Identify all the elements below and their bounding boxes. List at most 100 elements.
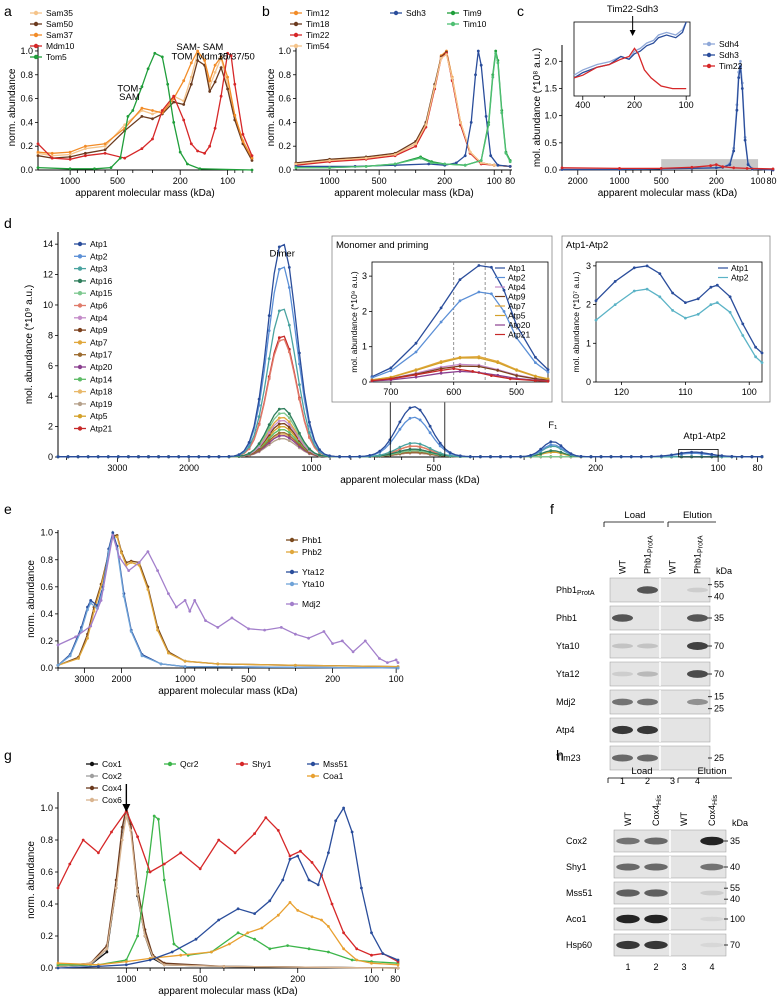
- data-point-Mdj2: [363, 639, 367, 643]
- legend-d-Atp2: Atp2: [74, 251, 108, 261]
- y-tick-label: 0.0: [544, 165, 557, 175]
- legend-g-Cox1: Cox1: [86, 759, 122, 769]
- legend-label: Atp5: [90, 411, 108, 421]
- y-tick-label: 8: [48, 330, 53, 340]
- data-point-Sam50: [226, 87, 230, 91]
- data-point-Sam37: [203, 59, 207, 62]
- y-tick-label: 1.0: [20, 46, 33, 56]
- annotation-TOM: TOM-: [117, 83, 141, 94]
- legend-d-Atp17: Atp17: [74, 350, 112, 360]
- blot-band: [637, 698, 658, 706]
- data-point-Qcr2: [157, 817, 160, 821]
- legend-d-Atp4: Atp4: [74, 313, 108, 323]
- data-point-Tim22: [732, 166, 736, 170]
- data-point-Atp15: [287, 416, 291, 420]
- y-axis-title: mol. abundance (*10⁹ a.u.): [24, 285, 35, 404]
- legend-label: Atp19: [90, 399, 112, 409]
- inset-legend-label: Atp2: [731, 273, 749, 283]
- inset-point-Atp2: [645, 287, 649, 291]
- data-point-Shy1: [342, 931, 345, 935]
- data-point-Atp1: [267, 314, 271, 317]
- x-axis-title: apparent molecular mass (kDa): [598, 188, 738, 199]
- data-point-Yta10: [68, 654, 72, 658]
- y-tick-label: 0.0: [40, 963, 53, 973]
- inset-point-Atp2: [671, 309, 674, 312]
- data-point-Atp1: [589, 455, 593, 459]
- blot-band: [700, 916, 724, 922]
- data-point-Qcr2: [136, 934, 140, 938]
- data-point-Tom5: [153, 51, 157, 55]
- data-point-Atp3: [298, 383, 301, 386]
- data-point-Coa1: [179, 953, 183, 957]
- blot-band: [644, 914, 668, 924]
- legend-label: Sam35: [46, 8, 73, 18]
- lane-number: 3: [670, 776, 675, 786]
- data-point-Tim22: [560, 166, 564, 170]
- data-point-Shy1: [68, 862, 72, 866]
- blot-row-label: Shy1: [566, 862, 587, 872]
- data-point-Atp3: [267, 357, 271, 361]
- x-tick-label: 2000: [112, 674, 132, 684]
- data-point-Coa1: [260, 926, 264, 930]
- data-point-Tim22: [714, 163, 718, 167]
- data-point-Atp20: [287, 436, 291, 440]
- data-point-Atp16: [277, 407, 281, 411]
- data-point-Phb2: [115, 535, 119, 539]
- data-point-Mdj2: [294, 632, 297, 636]
- inset-point-Atp1: [546, 368, 550, 371]
- y-tick-label: 0.4: [40, 899, 53, 909]
- data-point-Cox1: [105, 950, 109, 954]
- data-point-Sam37: [226, 75, 230, 79]
- legend-marker: [33, 21, 39, 27]
- legend-marker: [89, 785, 95, 791]
- data-point-Mdm10: [208, 144, 212, 148]
- x-tick-label: 500: [241, 674, 256, 684]
- inset-y-tick-label: 1: [362, 342, 367, 352]
- legend-label: Atp16: [90, 276, 112, 286]
- data-point-Sam37: [151, 109, 154, 112]
- legend-b-Tim9: Tim9: [447, 8, 482, 18]
- data-point-Atp1: [680, 451, 683, 455]
- blot-band: [637, 754, 658, 762]
- data-point-Mss51: [350, 830, 354, 834]
- y-axis-title: norm. abundance: [26, 841, 37, 919]
- data-point-Tim22: [771, 167, 775, 171]
- data-point-Atp21: [277, 336, 281, 340]
- inset-title: Atp1-Atp2: [566, 240, 608, 251]
- data-point-Phb2: [156, 628, 160, 632]
- annotation-353750: 35/37/50: [218, 51, 255, 62]
- legend-marker: [706, 63, 712, 69]
- lane-label: Phb1ProtA: [693, 535, 705, 574]
- data-point-Sdh3: [463, 154, 467, 158]
- inset-point-Atp21: [370, 379, 374, 382]
- data-point-Mss51: [296, 854, 300, 858]
- legend-marker: [33, 10, 39, 16]
- legend-label: Mdm10: [46, 41, 75, 51]
- inset-point-Atp2: [632, 289, 636, 293]
- inset-point-Atp1: [658, 272, 662, 275]
- inset-point-Atp21: [414, 373, 418, 377]
- blot-band: [616, 914, 640, 924]
- data-point-Atp1: [468, 455, 472, 458]
- data-point-Shy1: [355, 947, 359, 951]
- data-point-Atp1: [549, 440, 553, 444]
- inset-point-Atp2: [696, 312, 700, 316]
- data-point-Atp15: [277, 412, 281, 415]
- blot-row-Cox2: Cox2 35: [566, 829, 740, 853]
- data-point-Atp2: [277, 267, 281, 271]
- data-point-Atp1: [298, 351, 301, 355]
- legend-label: Shy1: [252, 759, 272, 769]
- data-point-Tim54: [445, 53, 448, 56]
- data-point-Mdj2: [204, 619, 207, 622]
- inset-plot-frame: [595, 261, 763, 383]
- data-point-Sam50: [172, 100, 176, 104]
- data-point-Sam50: [103, 148, 107, 152]
- legend-a-Mdm10: Mdm10: [30, 41, 75, 51]
- legend-marker: [293, 32, 299, 38]
- inset-point-Atp2: [370, 376, 374, 380]
- data-point-Phb2: [92, 609, 96, 613]
- data-point-Mdm10: [229, 54, 233, 58]
- data-point-Tom5: [68, 167, 72, 171]
- legend-marker: [89, 797, 95, 803]
